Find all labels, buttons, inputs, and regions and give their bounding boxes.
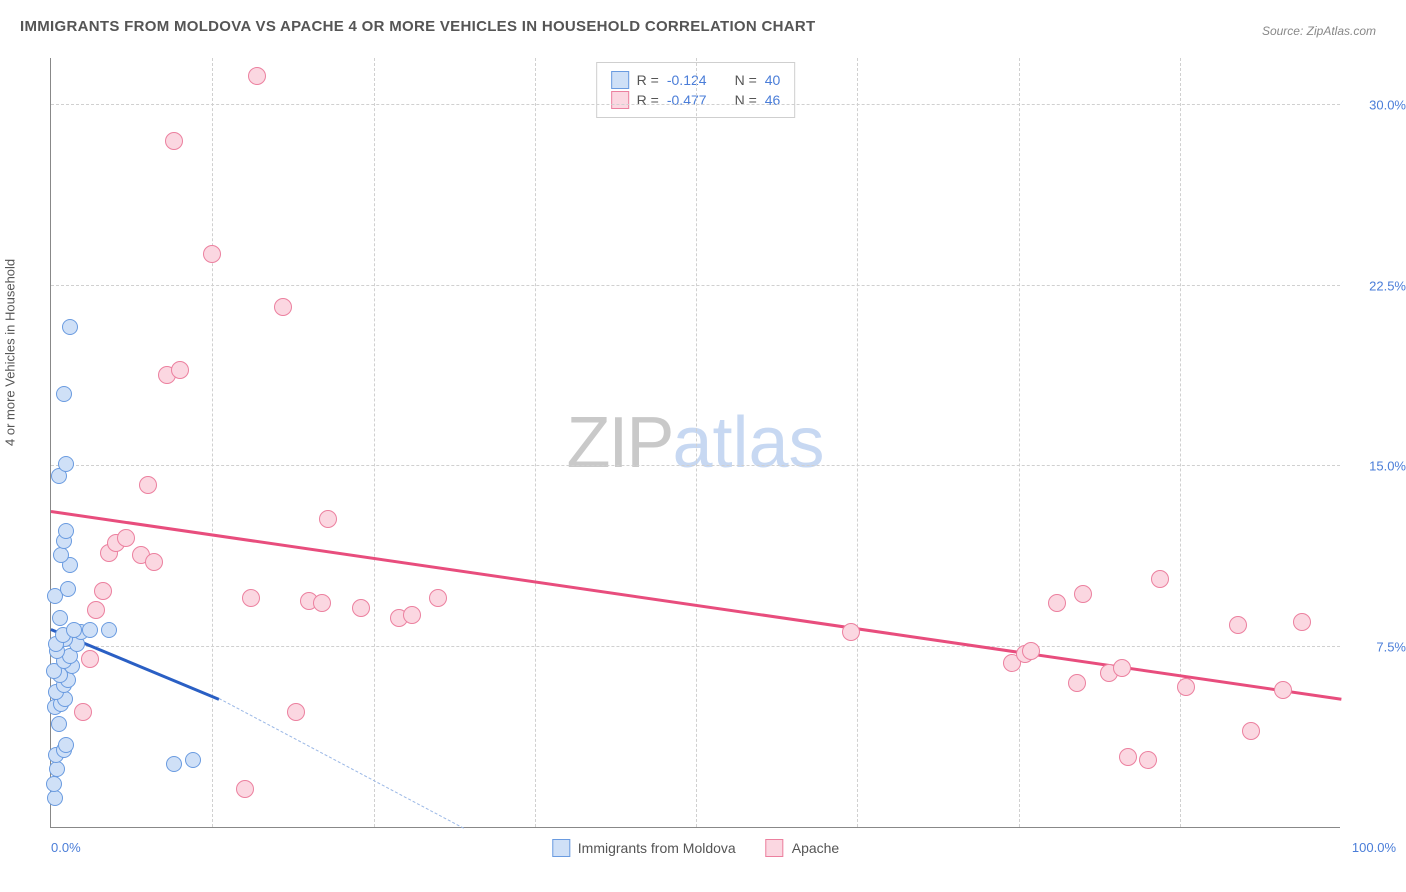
gridline-vertical: [535, 58, 536, 827]
series-legend-label: Immigrants from Moldova: [578, 840, 736, 856]
data-point-apache: [842, 623, 860, 641]
gridline-vertical: [857, 58, 858, 827]
legend-r-value: -0.477: [667, 92, 707, 108]
y-tick-label: 7.5%: [1376, 639, 1406, 654]
data-point-moldova: [52, 610, 68, 626]
data-point-apache: [171, 361, 189, 379]
data-point-apache: [1151, 570, 1169, 588]
gridline-vertical: [374, 58, 375, 827]
data-point-moldova: [58, 523, 74, 539]
data-point-apache: [1229, 616, 1247, 634]
legend-swatch: [611, 91, 629, 109]
data-point-apache: [1048, 594, 1066, 612]
series-legend-item-apache: Apache: [766, 839, 839, 857]
data-point-moldova: [60, 581, 76, 597]
legend-n-value: 46: [765, 92, 781, 108]
series-legend-label: Apache: [792, 840, 839, 856]
watermark-zip: ZIP: [566, 403, 672, 483]
data-point-moldova: [58, 737, 74, 753]
data-point-apache: [242, 589, 260, 607]
data-point-moldova: [53, 547, 69, 563]
data-point-apache: [203, 245, 221, 263]
data-point-apache: [274, 298, 292, 316]
y-tick-label: 22.5%: [1369, 278, 1406, 293]
gridline-vertical: [1180, 58, 1181, 827]
series-legend-item-moldova: Immigrants from Moldova: [552, 839, 736, 857]
series-legend: Immigrants from Moldova Apache: [552, 839, 839, 857]
data-point-apache: [145, 553, 163, 571]
data-point-apache: [165, 132, 183, 150]
legend-swatch: [611, 71, 629, 89]
x-tick-min: 0.0%: [51, 840, 81, 855]
legend-r-value: -0.124: [667, 72, 707, 88]
data-point-apache: [87, 601, 105, 619]
data-point-apache: [403, 606, 421, 624]
data-point-apache: [1139, 751, 1157, 769]
data-point-apache: [74, 703, 92, 721]
data-point-apache: [287, 703, 305, 721]
data-point-apache: [1177, 678, 1195, 696]
data-point-moldova: [51, 716, 67, 732]
data-point-apache: [117, 529, 135, 547]
data-point-apache: [1113, 659, 1131, 677]
data-point-apache: [313, 594, 331, 612]
data-point-moldova: [46, 776, 62, 792]
data-point-apache: [429, 589, 447, 607]
data-point-moldova: [101, 622, 117, 638]
data-point-apache: [1274, 681, 1292, 699]
gridline-vertical: [696, 58, 697, 827]
data-point-apache: [248, 67, 266, 85]
data-point-apache: [1022, 642, 1040, 660]
correlation-chart: IMMIGRANTS FROM MOLDOVA VS APACHE 4 OR M…: [0, 0, 1406, 892]
data-point-moldova: [58, 456, 74, 472]
data-point-moldova: [166, 756, 182, 772]
gridline-vertical: [1019, 58, 1020, 827]
data-point-moldova: [66, 622, 82, 638]
legend-n-value: 40: [765, 72, 781, 88]
legend-r-label: R =: [637, 92, 659, 108]
data-point-apache: [1074, 585, 1092, 603]
data-point-apache: [1293, 613, 1311, 631]
y-axis-label: 4 or more Vehicles in Household: [3, 259, 18, 446]
legend-n-label: N =: [735, 72, 757, 88]
data-point-moldova: [49, 761, 65, 777]
data-point-apache: [236, 780, 254, 798]
data-point-apache: [1119, 748, 1137, 766]
x-tick-max: 100.0%: [1352, 840, 1396, 855]
trend-line-extrapolated: [218, 698, 464, 829]
y-tick-label: 30.0%: [1369, 98, 1406, 113]
data-point-moldova: [185, 752, 201, 768]
data-point-moldova: [62, 319, 78, 335]
data-point-apache: [139, 476, 157, 494]
data-point-apache: [1068, 674, 1086, 692]
data-point-apache: [352, 599, 370, 617]
data-point-moldova: [56, 386, 72, 402]
data-point-apache: [1242, 722, 1260, 740]
data-point-apache: [81, 650, 99, 668]
data-point-moldova: [82, 622, 98, 638]
legend-swatch: [552, 839, 570, 857]
plot-area: ZIPatlas R =-0.124N =40R =-0.477N =46 0.…: [50, 58, 1340, 828]
source-label: Source: ZipAtlas.com: [1262, 24, 1376, 38]
legend-r-label: R =: [637, 72, 659, 88]
legend-n-label: N =: [735, 92, 757, 108]
y-tick-label: 15.0%: [1369, 459, 1406, 474]
gridline-vertical: [212, 58, 213, 827]
data-point-apache: [94, 582, 112, 600]
chart-title: IMMIGRANTS FROM MOLDOVA VS APACHE 4 OR M…: [20, 18, 815, 35]
data-point-moldova: [47, 790, 63, 806]
legend-swatch: [766, 839, 784, 857]
data-point-apache: [319, 510, 337, 528]
